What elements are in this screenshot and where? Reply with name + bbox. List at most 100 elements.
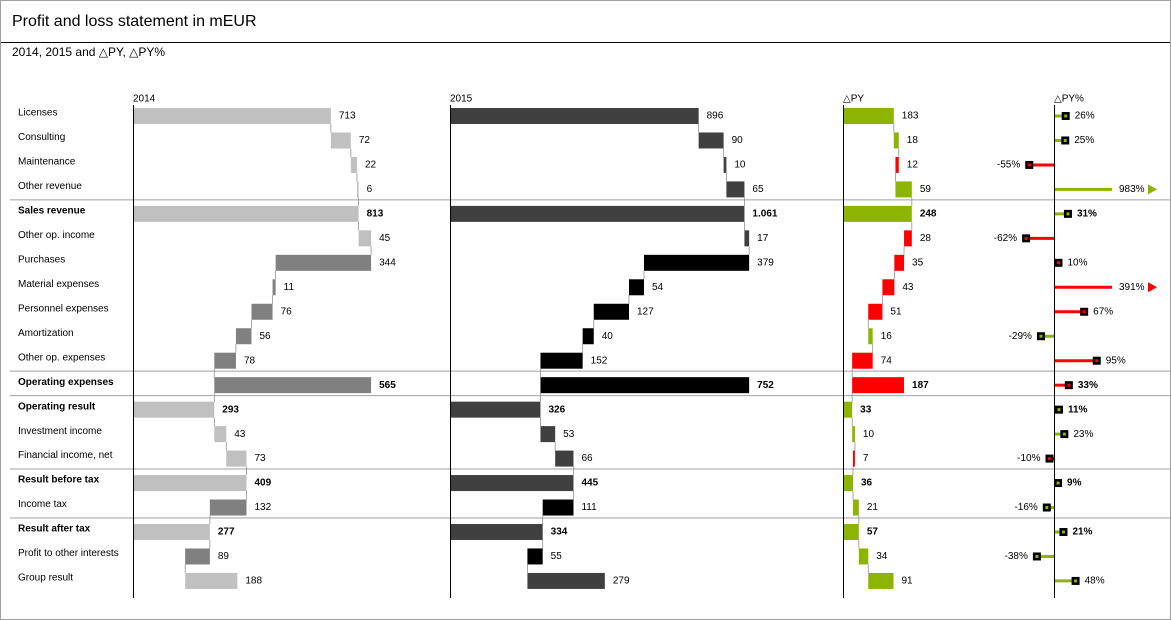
- pin-head-dot: [1024, 236, 1028, 240]
- value-label: 17: [757, 233, 769, 244]
- pin-head-dot: [1062, 432, 1066, 436]
- bar: [358, 230, 372, 247]
- value-label: 23%: [1073, 429, 1093, 440]
- value-label: 89: [218, 551, 230, 562]
- bar: [698, 132, 724, 149]
- bar: [133, 475, 247, 492]
- value-label: 59: [920, 184, 932, 195]
- value-label: -16%: [1014, 502, 1037, 513]
- pin-head-dot: [1082, 310, 1086, 314]
- value-label: 55: [551, 551, 563, 562]
- row-label: Sales revenue: [18, 206, 86, 217]
- bar: [593, 303, 629, 320]
- value-label: 379: [757, 257, 774, 268]
- bar: [643, 254, 750, 271]
- bar: [542, 499, 574, 516]
- bar: [214, 377, 372, 394]
- value-label: 72: [359, 135, 371, 146]
- row-label: Other op. expenses: [18, 352, 105, 363]
- value-label: 48%: [1085, 576, 1105, 587]
- bar: [582, 328, 594, 345]
- pin-head-dot: [1027, 163, 1031, 167]
- row-label: Result after tax: [18, 524, 91, 535]
- value-label: -10%: [1017, 453, 1040, 464]
- bar: [882, 279, 895, 296]
- bar: [868, 303, 883, 320]
- value-label: 43: [234, 429, 246, 440]
- bar: [843, 108, 894, 124]
- bar: [895, 156, 899, 173]
- row-label: Financial income, net: [18, 450, 113, 461]
- value-label: 78: [244, 355, 256, 366]
- row-label: Operating result: [18, 401, 96, 412]
- value-label: -62%: [994, 233, 1017, 244]
- bar: [209, 499, 247, 516]
- bar: [540, 377, 750, 394]
- value-label: 279: [613, 576, 630, 587]
- value-label: 983%: [1119, 184, 1145, 195]
- row-label: Personnel expenses: [18, 303, 109, 314]
- value-label: 33: [860, 404, 872, 415]
- bar: [893, 132, 899, 149]
- row-label: Operating expenses: [18, 377, 114, 388]
- chart-subtitle: 2014, 2015 and △PY, △PY%: [12, 45, 165, 59]
- row-label: Other revenue: [18, 181, 82, 192]
- value-label: 9%: [1067, 478, 1082, 489]
- bar: [744, 230, 750, 247]
- value-label: 334: [551, 527, 568, 538]
- value-label: 187: [912, 380, 929, 391]
- bar: [226, 450, 247, 467]
- bar: [904, 230, 912, 247]
- bar: [214, 352, 236, 369]
- bar: [275, 254, 372, 271]
- bar: [894, 254, 905, 271]
- value-label: 21%: [1072, 527, 1092, 538]
- pin-head-dot: [1095, 359, 1099, 363]
- bar: [272, 279, 276, 296]
- bar: [133, 205, 359, 222]
- value-label: 326: [548, 404, 565, 415]
- value-label: 66: [581, 453, 593, 464]
- pin-head-dot: [1066, 212, 1070, 216]
- bar: [450, 475, 574, 492]
- pin-head-dot: [1067, 383, 1071, 387]
- row-label: Other op. income: [18, 230, 95, 241]
- row-label: Profit to other interests: [18, 548, 119, 559]
- pin-head-dot: [1048, 457, 1051, 461]
- bar: [185, 548, 210, 565]
- bar: [540, 426, 556, 443]
- value-label: 91: [902, 576, 914, 587]
- bar: [852, 499, 859, 516]
- value-label: 132: [254, 502, 271, 513]
- panel-header: △PY: [843, 94, 864, 105]
- bar: [895, 181, 912, 198]
- value-label: 18: [907, 135, 919, 146]
- value-label: 31%: [1077, 209, 1097, 220]
- pin-head-dot: [1035, 554, 1039, 558]
- value-label: 713: [339, 111, 356, 122]
- bar: [450, 205, 745, 222]
- overflow-arrow: [1148, 184, 1157, 195]
- value-label: 12: [907, 160, 919, 171]
- pin-head-dot: [1056, 481, 1060, 485]
- value-label: 293: [222, 404, 239, 415]
- value-label: 22: [365, 160, 377, 171]
- pin-head-dot: [1063, 138, 1067, 142]
- bar: [450, 523, 543, 540]
- value-label: 277: [218, 527, 235, 538]
- value-label: 188: [245, 576, 262, 587]
- value-label: 21: [867, 502, 879, 513]
- pin-head-dot: [1039, 334, 1043, 338]
- value-label: 152: [591, 355, 608, 366]
- value-label: 34: [876, 551, 888, 562]
- row-label: Amortization: [18, 328, 74, 339]
- value-label: 183: [902, 111, 919, 122]
- bar: [852, 450, 855, 467]
- value-label: 67%: [1093, 306, 1113, 317]
- bar: [527, 548, 543, 565]
- value-label: 10: [863, 429, 875, 440]
- panel-header: 2015: [450, 94, 473, 105]
- value-label: 43: [902, 282, 914, 293]
- pin-head-dot: [1057, 408, 1061, 412]
